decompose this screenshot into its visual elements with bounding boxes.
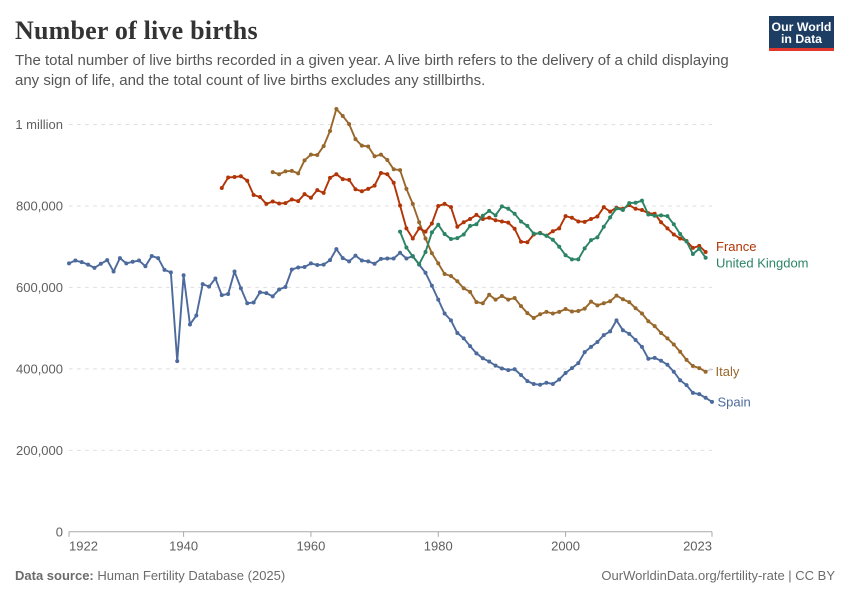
svg-text:200,000: 200,000 <box>16 443 63 458</box>
svg-text:Italy: Italy <box>716 364 740 379</box>
svg-text:2000: 2000 <box>551 539 580 554</box>
svg-text:France: France <box>716 239 756 254</box>
svg-text:2023: 2023 <box>683 539 712 554</box>
svg-text:United Kingdom: United Kingdom <box>716 256 809 271</box>
svg-text:1940: 1940 <box>169 539 198 554</box>
svg-text:400,000: 400,000 <box>16 361 63 376</box>
svg-text:600,000: 600,000 <box>16 280 63 295</box>
svg-text:1 million: 1 million <box>15 117 63 132</box>
svg-text:1980: 1980 <box>424 539 453 554</box>
svg-text:Spain: Spain <box>718 395 751 410</box>
svg-text:800,000: 800,000 <box>16 198 63 213</box>
svg-text:0: 0 <box>56 524 63 539</box>
svg-text:1960: 1960 <box>296 539 325 554</box>
svg-text:1922: 1922 <box>69 539 98 554</box>
